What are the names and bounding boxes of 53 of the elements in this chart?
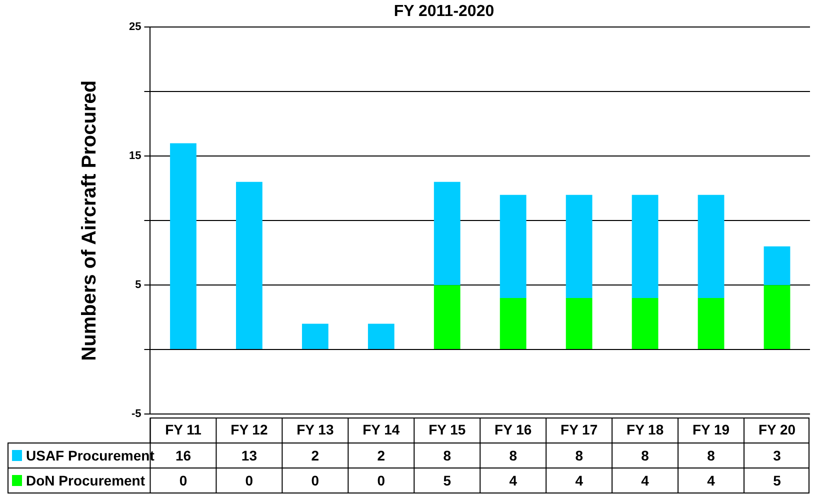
bar [566,194,592,298]
bar [500,298,526,350]
data-label: 8 [575,447,584,464]
data-label: 16 [175,447,192,464]
data-label: 2 [311,447,320,464]
x-tick-label: FY 17 [560,421,598,438]
bar [632,298,658,350]
x-tick-label: FY 16 [494,421,532,438]
x-tick-label: FY 20 [758,421,796,438]
x-tick-label: FY 18 [626,421,664,438]
data-label: 0 [245,472,254,488]
bar [500,194,526,298]
data-label: 4 [641,472,650,488]
bar [368,324,394,350]
data-label: 4 [509,472,518,488]
data-label: 5 [773,472,782,488]
bar [566,298,592,350]
bar [434,182,460,286]
bar [764,246,790,286]
bar [764,285,790,350]
y-axis-title: Numbers of Aircraft Procured [78,80,101,361]
data-label: 0 [377,472,386,488]
data-label: 13 [241,447,258,464]
bar [302,324,328,350]
y-tick-label: 15 [128,150,142,162]
data-label: 8 [707,447,716,464]
bar [434,285,460,350]
x-tick-label: FY 11 [165,421,202,438]
chart-title: FY 2011-2020 [394,3,494,20]
x-tick-label: FY 14 [362,421,400,438]
y-tick-label: -5 [131,408,142,420]
data-label: 3 [773,447,782,464]
data-label: 8 [509,447,518,464]
bar [236,182,262,350]
data-label: 2 [377,447,386,464]
x-tick-label: FY 15 [428,421,466,438]
bar [632,194,658,298]
x-tick-label: FY 12 [230,421,268,438]
data-label: 0 [311,472,320,488]
y-tick-label: 5 [135,279,142,292]
data-label: 4 [707,472,716,488]
y-tick-label: 25 [128,21,142,34]
bar [170,143,196,350]
data-label: 4 [575,472,584,488]
data-label: 8 [443,447,452,464]
x-tick-label: FY 13 [296,421,334,438]
x-tick-label: FY 19 [692,421,730,438]
data-label: 0 [179,472,188,488]
data-label: 8 [641,447,650,464]
legend-label: DoN Procurement [26,472,146,488]
bar [698,194,724,298]
data-label: 5 [443,472,452,488]
bar [698,298,724,350]
